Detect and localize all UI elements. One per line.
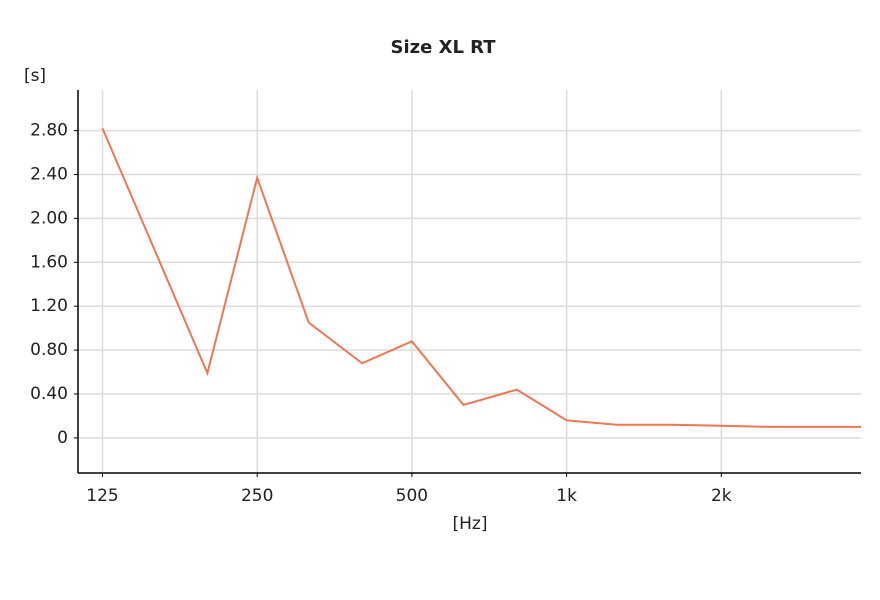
y-tick-label: 2.40 <box>30 165 68 185</box>
x-tick-label: 125 <box>86 486 118 506</box>
x-tick-label: 250 <box>241 486 273 506</box>
chart-title: Size XL RT <box>390 37 496 58</box>
x-axis-label: [Hz] <box>453 514 488 534</box>
y-tick-label: 1.60 <box>30 252 68 272</box>
y-axis-label: [s] <box>24 66 46 86</box>
y-tick-label: 0.80 <box>30 340 68 360</box>
y-tick-label: 0 <box>57 428 68 448</box>
y-tick-label: 1.20 <box>30 296 68 316</box>
y-tick-label: 2.00 <box>30 208 68 228</box>
y-tick-label: 2.80 <box>30 121 68 141</box>
x-tick-label: 1k <box>556 486 577 506</box>
x-tick-label: 500 <box>396 486 428 506</box>
y-tick-label: 0.40 <box>30 384 68 404</box>
x-tick-label: 2k <box>711 486 732 506</box>
grid <box>78 90 861 473</box>
plot-area <box>101 128 861 428</box>
data-line <box>101 128 861 428</box>
